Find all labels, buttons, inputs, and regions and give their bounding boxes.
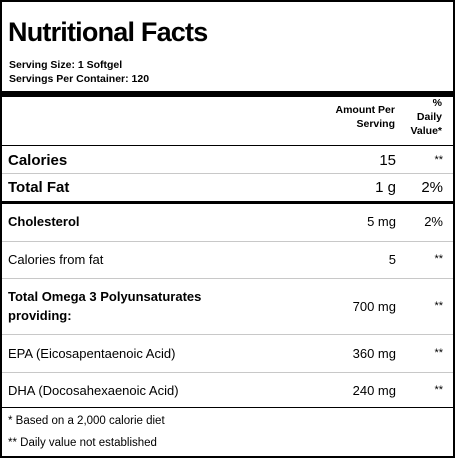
row-amount: 240 mg (352, 383, 396, 398)
footnote-daily-basis: * Based on a 2,000 calorie diet (8, 415, 165, 427)
medium-divider (2, 201, 453, 204)
row-daily-value: ** (434, 300, 443, 312)
row-label-line2: providing: (8, 308, 72, 323)
row-divider (2, 278, 453, 279)
dv-header-line1: % (432, 97, 442, 109)
row-amount: 1 g (375, 179, 396, 196)
amount-per-serving-header: Amount Per Serving (305, 103, 395, 131)
row-amount: 360 mg (352, 346, 396, 361)
row-amount: 700 mg (352, 299, 396, 314)
row-daily-value: ** (434, 347, 443, 359)
footer-divider (2, 407, 453, 408)
panel-title: Nutritional Facts (8, 17, 208, 47)
row-daily-value: 2% (421, 179, 443, 196)
row-label: EPA (Eicosapentaenoic Acid) (8, 346, 176, 361)
row-label: Total Fat (8, 179, 70, 196)
row-divider (2, 372, 453, 373)
servings-per-container: Servings Per Container: 120 (9, 73, 150, 85)
row-daily-value: ** (434, 154, 443, 166)
row-label: DHA (Docosahexaenoic Acid) (8, 383, 179, 398)
row-daily-value: 2% (424, 214, 443, 229)
row-daily-value: ** (434, 253, 443, 265)
serving-size: Serving Size: 1 Softgel (9, 59, 123, 71)
row-label: Calories from fat (8, 252, 104, 267)
row-label-line1: Total Omega 3 Polyunsaturates (8, 289, 202, 304)
amount-header-line2: Serving (356, 118, 395, 130)
header-divider (2, 145, 453, 146)
footnote-not-established: ** Daily value not established (8, 437, 157, 449)
row-amount: 15 (379, 152, 396, 169)
amount-header-line1: Amount Per (335, 104, 395, 116)
row-label: Cholesterol (8, 214, 80, 229)
thick-divider (2, 91, 453, 97)
row-daily-value: ** (434, 384, 443, 396)
row-divider (2, 173, 453, 174)
dv-header-line2: Daily (416, 111, 442, 123)
row-divider (2, 334, 453, 335)
dv-header-line3: Value* (410, 125, 442, 137)
row-label: Calories (8, 152, 68, 169)
daily-value-header: % Daily Value* (392, 96, 442, 138)
row-amount: 5 mg (367, 214, 396, 229)
row-amount: 5 (388, 252, 396, 267)
row-divider (2, 241, 453, 242)
